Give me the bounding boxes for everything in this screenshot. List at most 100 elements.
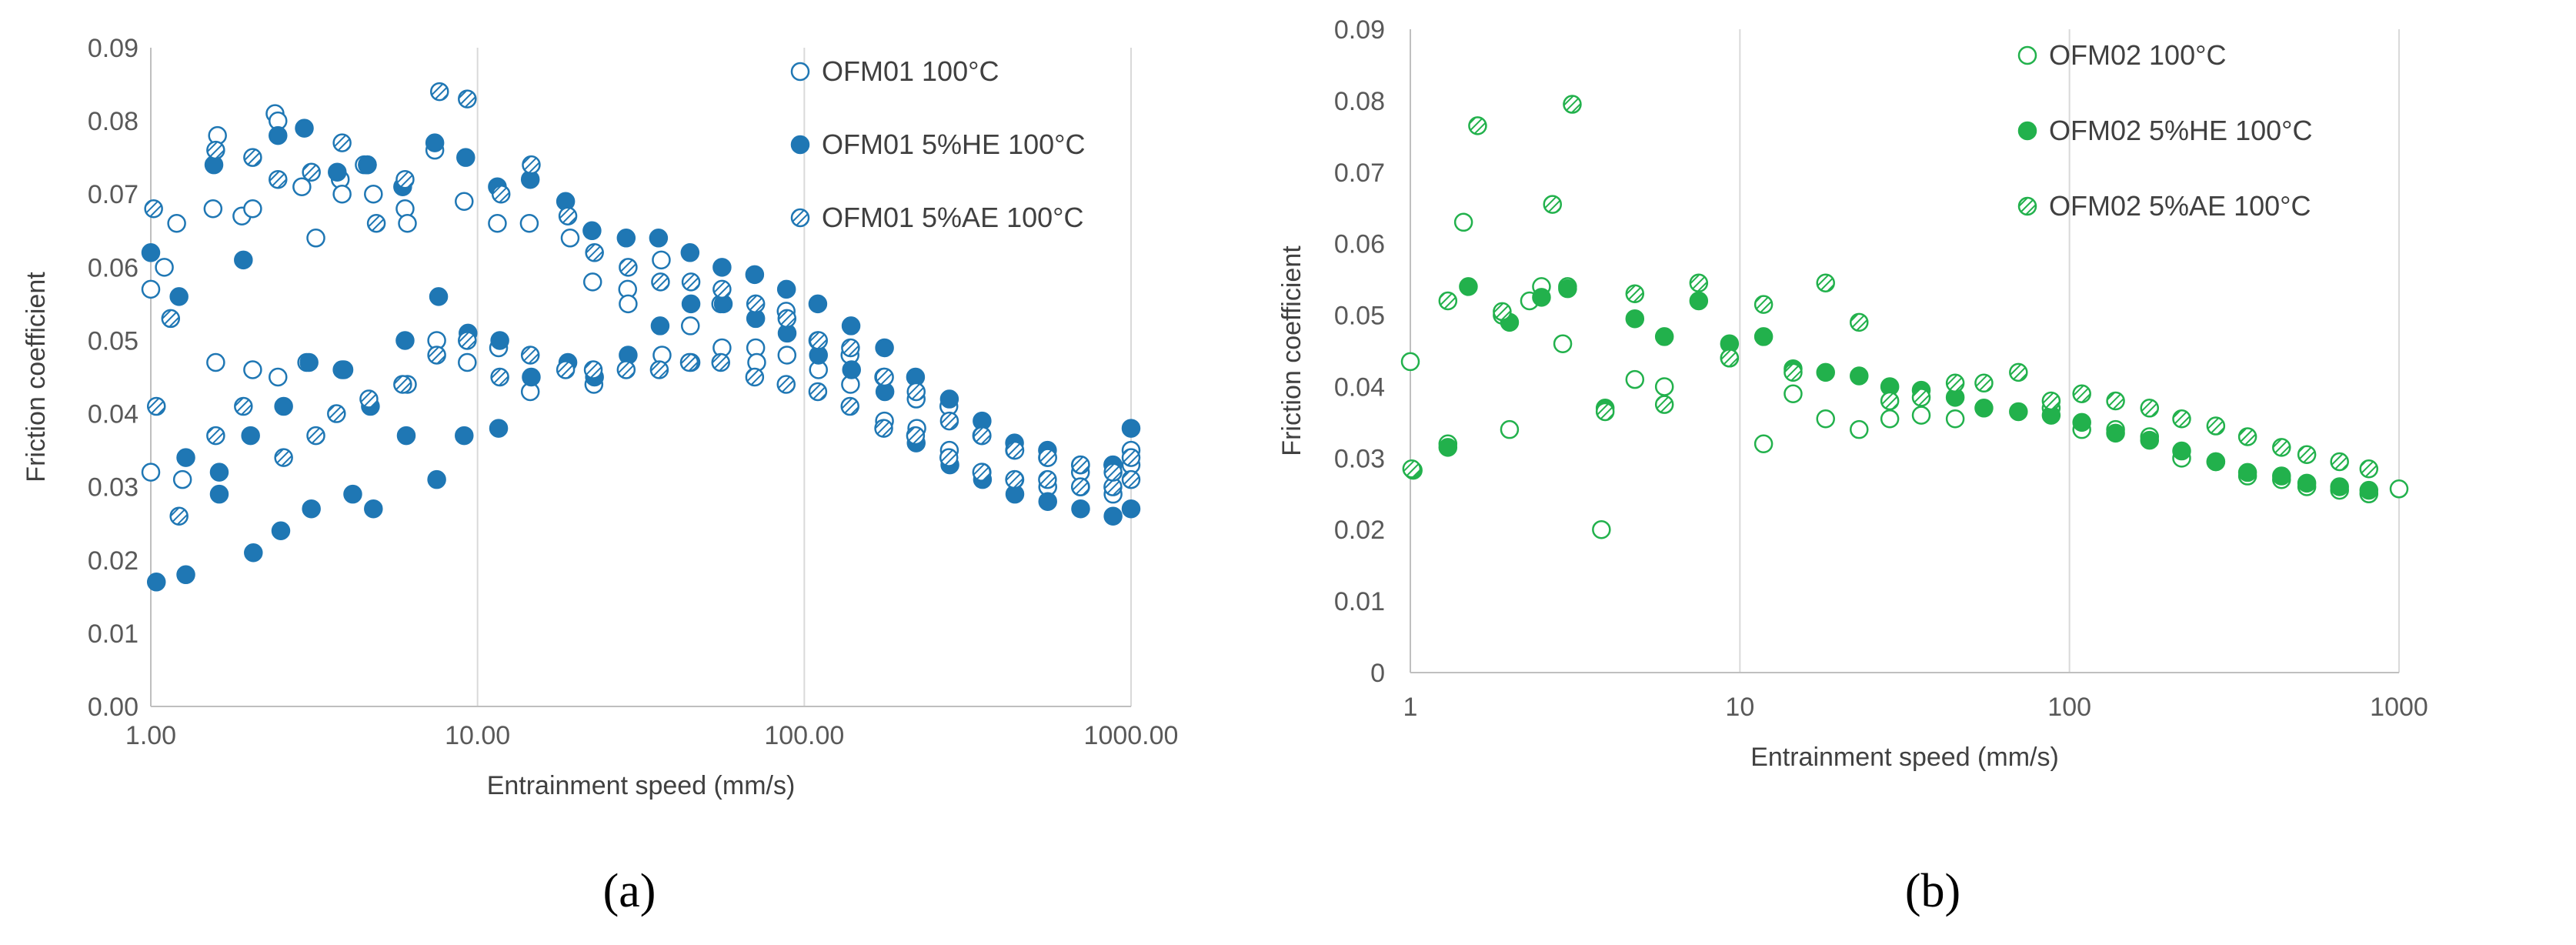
data-point: [522, 155, 541, 175]
data-point: [616, 229, 636, 248]
data-point: [302, 499, 321, 519]
data-point: [1974, 399, 1994, 418]
data-point: [1654, 327, 1674, 346]
data-point: [2359, 459, 2379, 479]
series-a-1: [141, 104, 1141, 504]
data-point: [1911, 388, 1931, 407]
data-point: [1005, 440, 1025, 460]
data-point: [681, 294, 701, 314]
data-point: [395, 331, 415, 350]
data-point: [490, 331, 509, 350]
data-point: [395, 169, 415, 189]
data-point: [2297, 445, 2317, 464]
data-point: [1625, 369, 1645, 389]
legend-a: OFM01 100°C OFM01 5%HE 100°C OFM01 5%AE 10…: [790, 55, 1086, 233]
data-point: [1720, 349, 1740, 368]
data-point: [906, 426, 926, 446]
series-a-3: [144, 82, 1141, 526]
data-point: [874, 419, 893, 438]
legend-marker: [2017, 196, 2037, 216]
legend-item: OFM02 5%HE 100°C: [2017, 115, 2313, 146]
data-point: [2140, 430, 2160, 450]
series-b-1: [1400, 212, 2409, 539]
data-point: [2389, 479, 2409, 499]
data-point: [652, 250, 671, 270]
legend-label: OFM02 100°C: [2049, 39, 2226, 71]
data-point: [519, 214, 539, 233]
x-tick-label: 1: [1403, 693, 1418, 722]
data-point: [2297, 473, 2317, 493]
y-tick-label: 0: [1370, 659, 1385, 688]
data-point: [1654, 377, 1674, 396]
y-axis-title: Friction coefficient: [1277, 245, 1306, 456]
data-point: [427, 346, 446, 365]
data-point: [144, 199, 163, 219]
data-point: [491, 184, 511, 204]
data-point: [2206, 416, 2226, 436]
data-point: [556, 360, 576, 379]
data-point: [155, 258, 174, 277]
data-point: [243, 148, 262, 167]
data-point: [711, 352, 730, 372]
data-point: [1438, 438, 1458, 457]
x-tick-label: 1000: [2370, 693, 2428, 722]
data-point: [366, 214, 386, 233]
data-point: [393, 375, 412, 394]
data-point: [1945, 409, 1965, 429]
data-point: [2041, 391, 2061, 411]
x-tick-label: 1.00: [125, 721, 176, 750]
y-tick-label: 0.03: [88, 473, 138, 503]
data-point: [343, 484, 362, 504]
data-point: [939, 411, 959, 431]
data-point: [141, 279, 161, 299]
y-tick-label: 0.05: [1334, 302, 1385, 331]
data-point: [169, 506, 189, 526]
data-point: [1453, 212, 1473, 232]
data-point: [430, 82, 449, 102]
data-point: [274, 396, 293, 416]
data-point: [522, 367, 541, 387]
data-point: [489, 419, 509, 438]
data-point: [2009, 402, 2028, 422]
data-point: [1945, 373, 1965, 393]
data-point: [1543, 195, 1563, 214]
data-point: [1816, 273, 1835, 293]
data-point: [651, 272, 670, 292]
data-point: [840, 396, 859, 416]
data-point: [809, 331, 828, 350]
data-point: [141, 462, 161, 482]
y-tick-label: 0.07: [88, 180, 138, 209]
data-point: [1689, 291, 1709, 311]
data-point: [2237, 462, 2257, 483]
data-point: [1071, 455, 1090, 475]
data-point: [1753, 434, 1774, 454]
data-point: [274, 448, 293, 467]
data-point: [206, 426, 225, 446]
y-tick-label: 0.06: [1334, 230, 1385, 259]
data-point: [650, 316, 670, 336]
data-point: [585, 243, 604, 262]
data-point: [808, 382, 828, 402]
data-point: [327, 404, 346, 423]
y-tick-label: 0.04: [1334, 372, 1385, 402]
data-point: [1532, 288, 1551, 307]
legend-item: OFM02 5%AE 100°C: [2017, 190, 2311, 222]
data-point: [429, 287, 449, 306]
series-b-2: [1403, 277, 2379, 500]
data-point: [1071, 499, 1090, 519]
data-point: [1850, 419, 1869, 439]
data-point: [458, 331, 477, 350]
data-point: [680, 316, 700, 336]
data-point: [241, 426, 260, 446]
data-point: [972, 462, 992, 482]
data-point: [582, 272, 602, 292]
data-point: [299, 352, 319, 372]
data-point: [334, 360, 354, 379]
data-point: [1038, 492, 1057, 511]
data-point: [2009, 362, 2028, 382]
data-point: [1468, 116, 1487, 135]
data-point: [269, 169, 288, 189]
data-point: [973, 426, 992, 446]
data-point: [1592, 519, 1611, 539]
